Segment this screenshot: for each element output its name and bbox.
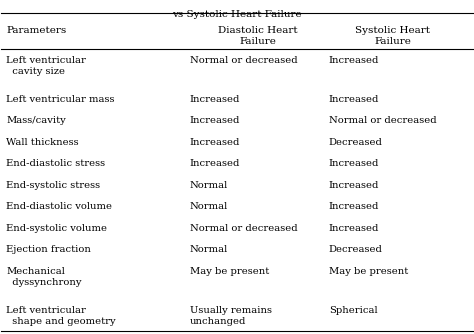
Text: Normal: Normal bbox=[190, 245, 228, 255]
Text: vs Systolic Heart Failure: vs Systolic Heart Failure bbox=[172, 10, 302, 19]
Text: End-diastolic stress: End-diastolic stress bbox=[6, 159, 105, 168]
Text: Increased: Increased bbox=[329, 56, 379, 65]
Text: End-systolic stress: End-systolic stress bbox=[6, 181, 100, 190]
Text: Left ventricular mass: Left ventricular mass bbox=[6, 95, 115, 104]
Text: Left ventricular
  cavity size: Left ventricular cavity size bbox=[6, 56, 86, 76]
Text: Normal or decreased: Normal or decreased bbox=[190, 56, 298, 65]
Text: Normal: Normal bbox=[190, 181, 228, 190]
Text: Increased: Increased bbox=[329, 159, 379, 168]
Text: End-systolic volume: End-systolic volume bbox=[6, 224, 107, 233]
Text: Ejection fraction: Ejection fraction bbox=[6, 245, 91, 255]
Text: Parameters: Parameters bbox=[6, 26, 66, 35]
Text: Increased: Increased bbox=[190, 159, 240, 168]
Text: Normal or decreased: Normal or decreased bbox=[329, 116, 437, 125]
Text: Increased: Increased bbox=[190, 116, 240, 125]
Text: Increased: Increased bbox=[329, 181, 379, 190]
Text: End-diastolic volume: End-diastolic volume bbox=[6, 202, 112, 211]
Text: Left ventricular
  shape and geometry: Left ventricular shape and geometry bbox=[6, 306, 116, 326]
Text: Increased: Increased bbox=[329, 202, 379, 211]
Text: Increased: Increased bbox=[190, 138, 240, 147]
Text: May be present: May be present bbox=[190, 267, 269, 276]
Text: Increased: Increased bbox=[190, 95, 240, 104]
Text: Normal or decreased: Normal or decreased bbox=[190, 224, 298, 233]
Text: Decreased: Decreased bbox=[329, 138, 383, 147]
Text: Mass/cavity: Mass/cavity bbox=[6, 116, 66, 125]
Text: Spherical: Spherical bbox=[329, 306, 377, 315]
Text: Systolic Heart
Failure: Systolic Heart Failure bbox=[355, 26, 430, 46]
Text: Decreased: Decreased bbox=[329, 245, 383, 255]
Text: Increased: Increased bbox=[329, 95, 379, 104]
Text: Wall thickness: Wall thickness bbox=[6, 138, 79, 147]
Text: Mechanical
  dyssynchrony: Mechanical dyssynchrony bbox=[6, 267, 82, 287]
Text: Normal: Normal bbox=[190, 202, 228, 211]
Text: Usually remains
unchanged: Usually remains unchanged bbox=[190, 306, 272, 326]
Text: Diastolic Heart
Failure: Diastolic Heart Failure bbox=[219, 26, 298, 46]
Text: Increased: Increased bbox=[329, 224, 379, 233]
Text: May be present: May be present bbox=[329, 267, 408, 276]
